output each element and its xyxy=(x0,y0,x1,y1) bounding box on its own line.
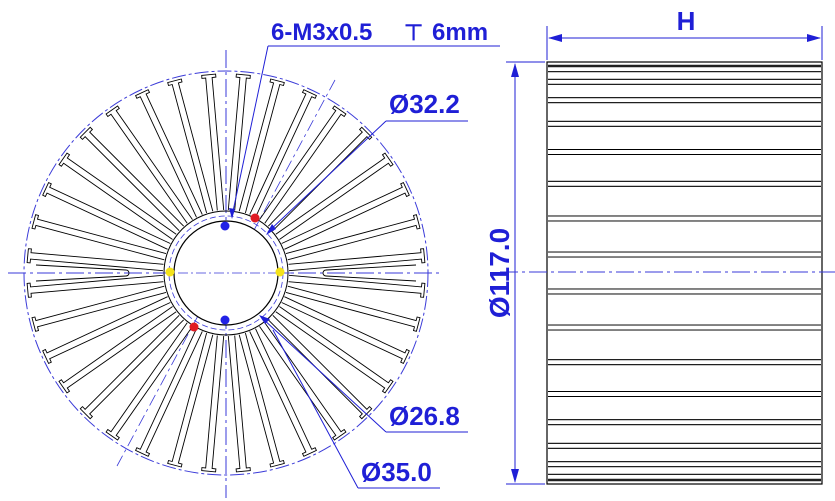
fin xyxy=(275,306,394,394)
hole-marker-lower-left xyxy=(189,322,199,332)
fin xyxy=(267,314,373,420)
hole-marker-left xyxy=(165,267,175,277)
diagonal-center-line-2 xyxy=(116,313,200,467)
outer-dia-arrow-bottom xyxy=(511,469,519,483)
split-slot xyxy=(35,264,130,282)
fin xyxy=(105,322,193,441)
height-arrow-left xyxy=(548,34,562,42)
fin xyxy=(135,89,203,218)
split-slot xyxy=(322,264,417,282)
fin xyxy=(26,274,164,298)
hole-marker-top xyxy=(220,221,230,231)
outer-dia-arrow-top xyxy=(511,63,519,77)
fin xyxy=(259,105,347,224)
fin xyxy=(26,248,164,272)
diagonal-center-line-1 xyxy=(252,79,336,233)
fin xyxy=(135,328,203,457)
fin xyxy=(105,105,193,224)
fin xyxy=(31,285,167,332)
fin xyxy=(249,89,317,218)
fin xyxy=(259,322,347,441)
dia32-leader-arrow xyxy=(266,224,276,235)
hole-marker-right xyxy=(275,267,285,277)
fin xyxy=(238,332,285,468)
side-body-outline xyxy=(546,61,823,485)
radial-fins xyxy=(26,73,426,473)
fin xyxy=(58,306,177,394)
dimension-labels: 6-M3x0.5 ⊤ 6mm Ø32.2 Ø26.8 Ø35.0 H Ø117.… xyxy=(271,6,695,487)
fin xyxy=(227,73,251,211)
fin xyxy=(79,126,185,232)
fin xyxy=(285,214,421,261)
front-view xyxy=(8,45,500,498)
fin xyxy=(42,296,171,364)
core-bore-circle xyxy=(173,220,279,326)
fin xyxy=(201,73,225,211)
fin xyxy=(201,335,225,473)
thread-leader-line xyxy=(231,45,269,217)
thread-leader-arrow xyxy=(229,208,235,219)
height-arrow-right xyxy=(807,34,821,42)
dia26-label: Ø26.8 xyxy=(389,401,460,431)
fin xyxy=(167,78,214,214)
fin xyxy=(288,274,426,298)
fin xyxy=(42,182,171,250)
hole-marker-bottom xyxy=(220,315,230,325)
depth-symbol-label: ⊤ xyxy=(404,20,423,45)
dia26-leader-line xyxy=(261,317,387,433)
fin xyxy=(31,214,167,261)
fin xyxy=(281,182,410,250)
side-fin-lines xyxy=(548,64,821,482)
outer-dia-label: Ø117.0 xyxy=(484,228,515,318)
height-label: H xyxy=(677,6,696,36)
dia32-label: Ø32.2 xyxy=(389,89,460,119)
fin xyxy=(227,335,251,473)
fin xyxy=(58,152,177,240)
dia35-leader-line xyxy=(272,329,359,489)
fin xyxy=(275,152,394,240)
thread-depth-label: 6mm xyxy=(432,19,488,46)
fin xyxy=(285,285,421,332)
outer-envelope-circle xyxy=(23,70,429,476)
fin xyxy=(249,328,317,457)
dia35-label: Ø35.0 xyxy=(361,457,432,487)
fin xyxy=(267,126,373,232)
fin xyxy=(167,332,214,468)
fin xyxy=(288,248,426,272)
dia26-leader-arrow xyxy=(259,315,270,324)
fin xyxy=(281,296,410,364)
hole-marker-upper-right xyxy=(250,213,260,223)
side-view xyxy=(500,26,835,485)
dia32-leader-line xyxy=(267,120,387,233)
fin xyxy=(238,78,285,214)
fin xyxy=(79,314,185,420)
thread-spec-label: 6-M3x0.5 xyxy=(271,19,372,46)
